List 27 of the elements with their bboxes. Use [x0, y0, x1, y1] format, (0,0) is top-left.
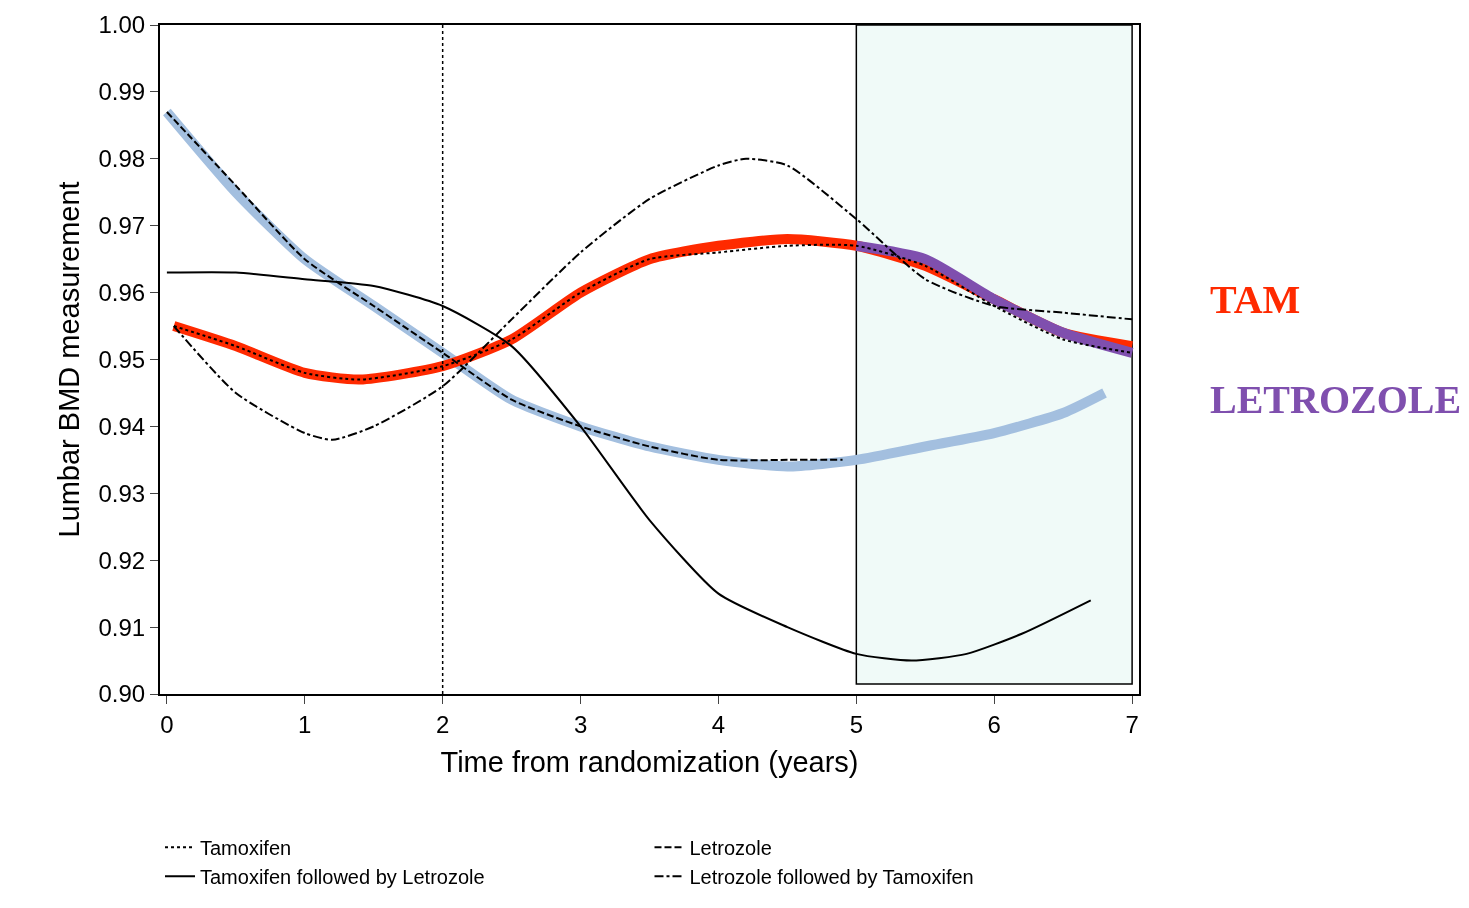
- y-axis-title: Lumbar BMD measurement: [53, 181, 86, 538]
- x-tick-label: 1: [298, 710, 312, 738]
- x-tick-label: 2: [435, 710, 450, 738]
- y-tick-label: 0.97: [98, 212, 146, 240]
- legend-label: Tamoxifen: [200, 837, 292, 860]
- x-tick-label: 3: [573, 710, 588, 738]
- text: LETROZOLE: [1210, 377, 1462, 422]
- legend-label: Tamoxifen followed by Letrozole: [200, 866, 485, 889]
- y-tick-label: 0.94: [98, 412, 146, 440]
- y-tick-label: 0.95: [98, 345, 146, 373]
- legend-label: Letrozole: [689, 837, 772, 860]
- x-tick-label: 4: [711, 710, 726, 738]
- text: TAM: [1210, 277, 1301, 322]
- legend-label: Letrozole followed by Tamoxifen: [689, 866, 974, 889]
- x-tick-label: 6: [987, 710, 1001, 738]
- y-tick-label: 0.96: [98, 279, 146, 306]
- y-tick-label: 0.91: [98, 613, 146, 641]
- x-tick-label: 5: [849, 710, 864, 738]
- y-tick-label: 0.99: [98, 78, 146, 106]
- x-tick-label: 0: [160, 710, 174, 738]
- y-tick-label: 0.92: [98, 546, 146, 574]
- y-tick-label: 0.98: [98, 145, 146, 173]
- x-tick-label: 7: [1125, 710, 1139, 738]
- y-tick-label: 0.93: [98, 479, 146, 507]
- y-tick-label: 0.90: [98, 680, 146, 708]
- y-tick-label: 1.00: [98, 11, 146, 39]
- x-axis-title: Time from randomization (years): [440, 746, 859, 779]
